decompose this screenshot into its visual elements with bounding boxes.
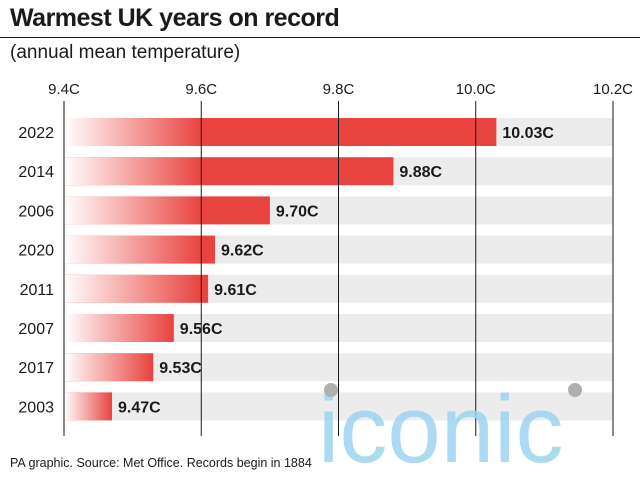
watermark-text: iconic xyxy=(318,380,563,480)
source-note: PA graphic. Source: Met Office. Records … xyxy=(10,456,312,470)
value-label: 9.56C xyxy=(180,321,223,338)
value-label: 9.53C xyxy=(159,360,202,377)
category-label: 2011 xyxy=(20,282,55,299)
value-label: 9.88C xyxy=(399,164,442,181)
bar-fade xyxy=(64,392,113,421)
bar-fade xyxy=(64,274,202,303)
page-title: Warmest UK years on record xyxy=(10,4,340,32)
page-subtitle: (annual mean temperature) xyxy=(10,42,241,63)
bar-fade xyxy=(64,314,174,342)
category-label: 2017 xyxy=(18,360,54,377)
bar-fade xyxy=(64,196,202,225)
watermark-dot xyxy=(568,383,582,397)
value-label: 9.61C xyxy=(214,282,257,299)
category-label: 2006 xyxy=(18,203,54,220)
title-rule xyxy=(0,37,640,38)
value-label: 9.47C xyxy=(118,399,161,416)
bar-fade xyxy=(64,118,202,146)
value-label: 10.03C xyxy=(502,125,554,142)
category-label: 2003 xyxy=(18,399,54,416)
tick-label: 9.4C xyxy=(48,81,80,98)
tick-label: 10.2C xyxy=(593,81,633,98)
value-label: 9.62C xyxy=(221,243,264,260)
tick-label: 10.0C xyxy=(456,81,496,98)
category-label: 2020 xyxy=(18,243,54,260)
tick-label: 9.6C xyxy=(185,81,217,98)
category-label: 2014 xyxy=(18,164,54,181)
tick-label: 9.8C xyxy=(323,81,355,98)
watermark-dot xyxy=(324,383,338,397)
category-label: 2007 xyxy=(18,321,54,338)
bar-fade xyxy=(64,353,154,382)
iconic-watermark: iconic xyxy=(318,380,582,480)
category-label: 2022 xyxy=(18,125,54,142)
value-label: 9.70C xyxy=(276,203,319,220)
bar-fade xyxy=(64,235,202,264)
bar-fade xyxy=(64,157,202,186)
